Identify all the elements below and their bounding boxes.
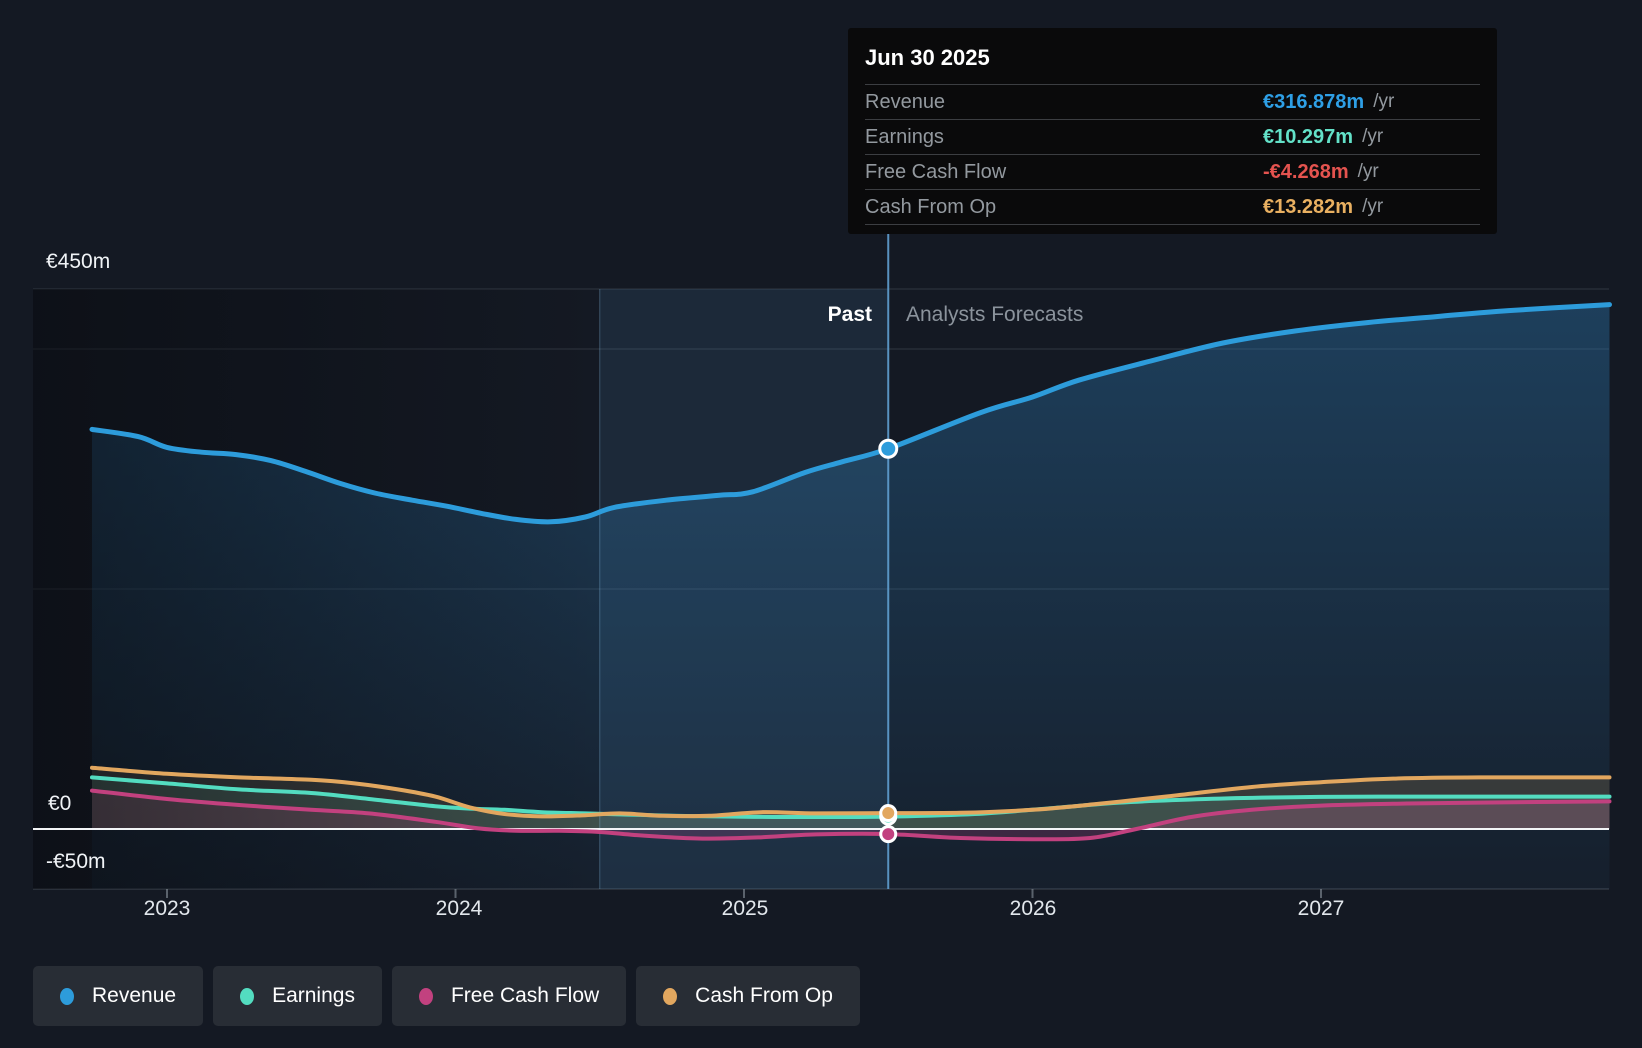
- legend-item-free-cash-flow[interactable]: Free Cash Flow: [391, 966, 627, 1026]
- legend-dot-icon: [240, 987, 255, 1005]
- tooltip-row-earnings: Earnings €10.297m /yr: [865, 119, 1480, 154]
- tooltip-row-revenue: Revenue €316.878m /yr: [865, 84, 1480, 119]
- tooltip-row-unit: /yr: [1373, 91, 1395, 112]
- tooltip-row-value: €13.282m: [1263, 195, 1354, 218]
- legend: Revenue Earnings Free Cash Flow Cash Fro…: [33, 966, 860, 1026]
- tooltip-row-label: Revenue: [865, 90, 946, 113]
- tooltip-row-label: Cash From Op: [865, 195, 997, 218]
- legend-dot-icon: [663, 987, 678, 1005]
- tooltip-row-label: Free Cash Flow: [865, 160, 1007, 183]
- highlight-band: [599, 289, 889, 889]
- y-axis-label-450m: €450m: [46, 250, 111, 273]
- x-axis-label-2025: 2025: [721, 897, 769, 920]
- x-axis-label-2026: 2026: [1009, 897, 1057, 920]
- tooltip-row-free-cash-flow: Free Cash Flow -€4.268m /yr: [865, 154, 1480, 189]
- x-axis-label-2024: 2024: [435, 897, 483, 920]
- legend-dot-icon: [418, 987, 433, 1005]
- legend-item-label: Revenue: [92, 984, 177, 1007]
- legend-item-label: Cash From Op: [695, 984, 833, 1007]
- tooltip-row-unit: /yr: [1362, 126, 1384, 147]
- legend-item-earnings[interactable]: Earnings: [213, 966, 382, 1026]
- tooltip-date: Jun 30 2025: [865, 45, 990, 70]
- legend-item-cash-from-op[interactable]: Cash From Op: [636, 966, 860, 1026]
- legend-dot-icon: [60, 987, 74, 1005]
- legend-item-label: Free Cash Flow: [450, 984, 600, 1007]
- chart-tooltip: Jun 30 2025 Revenue €316.878m /yr Earnin…: [848, 28, 1497, 234]
- tooltip-row-unit: /yr: [1357, 161, 1379, 182]
- tooltip-row-unit: /yr: [1362, 196, 1384, 217]
- analysts-forecasts-label: Analysts Forecasts: [906, 303, 1084, 326]
- divider-markers: [878, 438, 899, 844]
- series-lines: [89, 302, 1612, 842]
- x-axis-label-2023: 2023: [143, 897, 191, 920]
- y-axis-label-neg50m: -€50m: [46, 850, 106, 873]
- tooltip-row-value: €10.297m: [1263, 125, 1354, 148]
- legend-item-label: Earnings: [272, 984, 355, 1007]
- tooltip-row-value: -€4.268m: [1263, 160, 1349, 183]
- y-axis-label-0: €0: [48, 792, 72, 815]
- tooltip-row-label: Earnings: [865, 125, 944, 148]
- tooltip-row-value: €316.878m: [1263, 90, 1365, 113]
- past-label: Past: [827, 303, 872, 326]
- x-axis-label-2027: 2027: [1297, 897, 1345, 920]
- legend-item-revenue[interactable]: Revenue: [33, 966, 204, 1026]
- tooltip-row-cash-from-op: Cash From Op €13.282m /yr: [865, 189, 1480, 225]
